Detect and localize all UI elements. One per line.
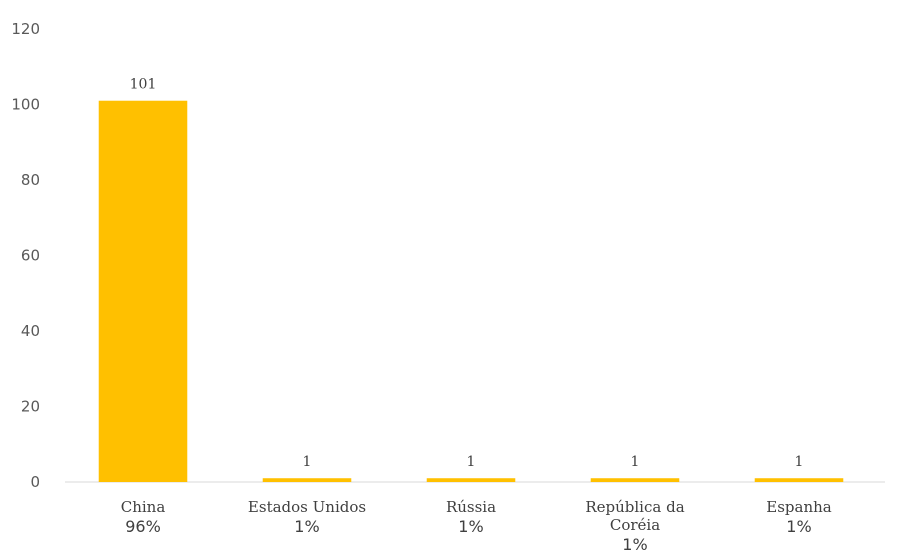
data-label: 1 — [467, 454, 476, 470]
category-percent: 1% — [458, 517, 483, 536]
category-label: Espanha — [766, 498, 832, 516]
y-tick-label: 40 — [21, 322, 40, 340]
category-label: Coréia — [610, 516, 660, 534]
y-tick-label: 80 — [21, 171, 40, 189]
bar — [754, 478, 844, 482]
y-tick-label: 20 — [21, 398, 40, 416]
bar — [98, 100, 188, 482]
category-percent: 96% — [125, 517, 161, 536]
bar — [590, 478, 680, 482]
category-label: China — [121, 498, 166, 516]
category-percent: 1% — [294, 517, 319, 536]
data-labels: 101 1 1 1 1 — [130, 77, 804, 471]
category-label: Rússia — [446, 498, 496, 516]
y-tick-label: 60 — [21, 247, 40, 265]
y-tick-label: 120 — [11, 20, 40, 38]
data-label: 101 — [130, 77, 157, 93]
category-percent: 1% — [622, 535, 647, 554]
y-tick-label: 100 — [11, 96, 40, 114]
bar — [262, 478, 352, 482]
bar — [426, 478, 516, 482]
category-label: Estados Unidos — [248, 498, 366, 516]
data-label: 1 — [303, 454, 312, 470]
y-tick-label: 0 — [30, 473, 40, 491]
data-label: 1 — [795, 454, 804, 470]
category-percent: 1% — [786, 517, 811, 536]
category-label: República da — [585, 498, 684, 516]
y-axis-ticks: 0 20 40 60 80 100 120 — [11, 20, 40, 491]
data-label: 1 — [631, 454, 640, 470]
bars — [98, 100, 844, 482]
